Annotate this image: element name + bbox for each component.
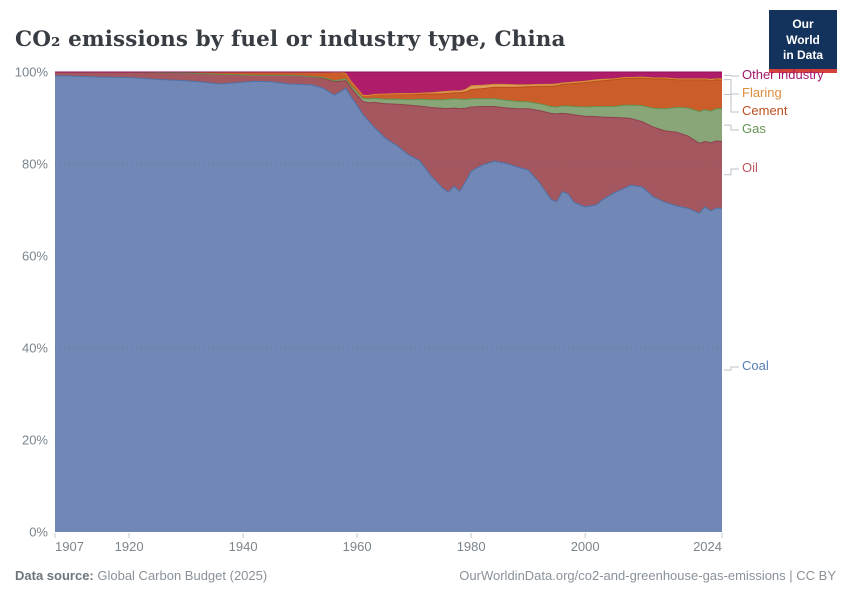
y-tick-label: 40% xyxy=(22,341,48,356)
y-tick-label: 20% xyxy=(22,433,48,448)
owid-logo-line1: Our World xyxy=(786,17,820,47)
y-tick-label: 0% xyxy=(29,525,48,540)
legend-item-flaring[interactable]: Flaring xyxy=(742,85,782,100)
x-tick-label: 1960 xyxy=(343,539,372,554)
owid-logo[interactable]: Our World in Data xyxy=(769,10,837,73)
legend-item-cement[interactable]: Cement xyxy=(742,103,788,118)
data-source-note: Data source: Global Carbon Budget (2025) xyxy=(15,568,267,583)
page-title: CO₂ emissions by fuel or industry type, … xyxy=(15,27,566,53)
x-tick-label: 1980 xyxy=(457,539,486,554)
area-coal[interactable] xyxy=(55,75,722,532)
legend-connector-other-industry xyxy=(724,74,739,77)
edge-coal xyxy=(54,75,722,214)
edge-gas xyxy=(55,71,722,113)
owid-url-link[interactable]: OurWorldinData.org/co2-and-greenhouse-ga… xyxy=(459,568,836,583)
legend-item-gas[interactable]: Gas xyxy=(742,121,766,136)
legend-connector-cement xyxy=(724,94,739,113)
legend-connector-coal xyxy=(724,366,739,371)
chart-footer: Data source: Global Carbon Budget (2025)… xyxy=(0,568,850,588)
data-source-label: Data source: xyxy=(15,568,94,583)
data-source-value: Global Carbon Budget (2025) xyxy=(93,568,268,583)
x-tick-label: 2000 xyxy=(571,539,600,554)
area-oil[interactable] xyxy=(55,72,722,214)
y-tick-label: 100% xyxy=(15,65,49,80)
legend-item-coal[interactable]: Coal xyxy=(742,358,769,373)
x-tick-label: 2024 xyxy=(693,539,722,554)
legend-connector-oil xyxy=(724,168,739,176)
area-other-industry[interactable] xyxy=(55,72,722,96)
x-tick-label: 1940 xyxy=(229,539,258,554)
y-tick-label: 80% xyxy=(22,157,48,172)
x-tick-label: 1907 xyxy=(55,539,84,554)
area-gas[interactable] xyxy=(55,72,722,144)
x-tick-label: 1920 xyxy=(115,539,144,554)
owid-logo-line2: in Data xyxy=(782,48,823,63)
legend-connector-flaring xyxy=(724,79,739,95)
legend-item-oil[interactable]: Oil xyxy=(742,160,758,175)
legend-item-other-industry[interactable]: Other industry xyxy=(742,67,824,82)
legend-connector-gas xyxy=(724,124,739,131)
y-tick-label: 60% xyxy=(22,249,48,264)
area-cement[interactable] xyxy=(55,72,722,112)
